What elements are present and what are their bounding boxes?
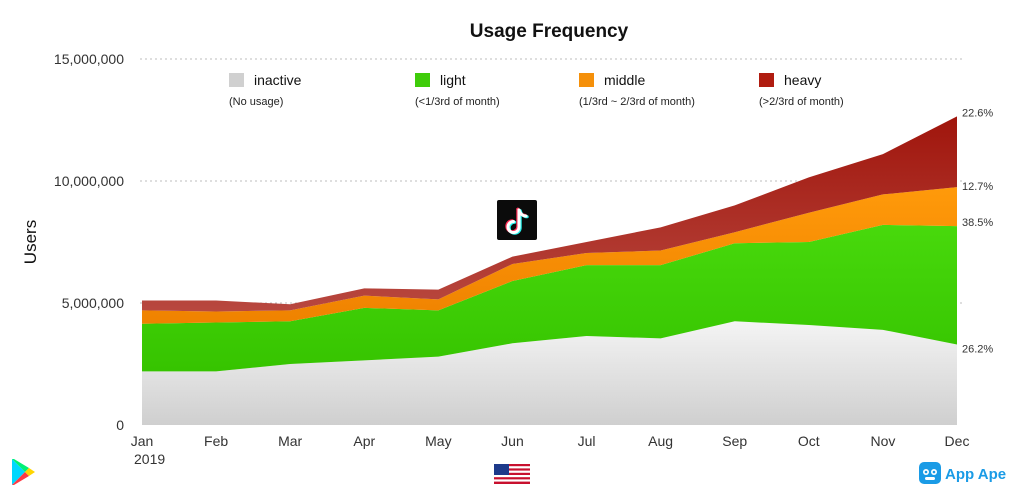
x-tick-label: Sep <box>722 433 747 449</box>
x-tick-label: Jun <box>501 433 524 449</box>
area-layers <box>142 116 957 425</box>
end-label-heavy: 22.6% <box>962 107 993 119</box>
x-tick-label: Aug <box>648 433 673 449</box>
end-label-inactive: 26.2% <box>962 343 993 355</box>
x-tick-label: Feb <box>204 433 228 449</box>
x-tick-label: May <box>425 433 451 449</box>
legend-label-heavy: heavy <box>784 72 821 88</box>
x-tick-label: Nov <box>870 433 895 449</box>
legend-note-middle: (1/3rd ~ 2/3rd of month) <box>579 96 695 108</box>
y-axis-ticks: 0 5,000,000 10,000,000 15,000,000 <box>54 51 124 433</box>
y-axis-label: Users <box>21 220 40 264</box>
us-flag-icon <box>494 464 530 484</box>
x-tick-label: Jan <box>131 433 154 449</box>
x-tick-label: Dec <box>945 433 970 449</box>
end-labels: 22.6% 12.7% 38.5% 26.2% <box>962 107 993 355</box>
end-label-light: 38.5% <box>962 217 993 229</box>
tiktok-icon <box>497 200 537 240</box>
legend-label-middle: middle <box>604 72 645 88</box>
legend-label-light: light <box>440 72 466 88</box>
legend-note-light: (<1/3rd of month) <box>415 96 500 108</box>
x-tick-label: Mar <box>278 433 302 449</box>
app-ape-logo-text: App Ape <box>945 466 1006 483</box>
x-tick-label: Apr <box>353 433 375 449</box>
legend-swatch-inactive <box>229 73 244 87</box>
legend-note-heavy: (>2/3rd of month) <box>759 96 844 108</box>
area-inactive <box>142 321 957 425</box>
area-middle <box>142 187 957 324</box>
y-tick-label: 15,000,000 <box>54 51 124 67</box>
app-ape-icon <box>919 462 941 484</box>
legend: inactive (No usage) light (<1/3rd of month)… <box>229 72 844 108</box>
x-tick-label: Oct <box>798 433 820 449</box>
end-label-middle: 12.7% <box>962 181 993 193</box>
legend-swatch-heavy <box>759 73 774 87</box>
x-axis-ticks: Jan Feb Mar Apr May Jun Jul Aug Sep Oct Nov Dec <box>131 433 970 449</box>
x-axis-year: 2019 <box>134 451 165 467</box>
area-light <box>142 224 957 372</box>
y-tick-label: 0 <box>116 417 124 433</box>
app-ape-logo: App Ape <box>919 462 1006 484</box>
x-tick-label: Jul <box>578 433 596 449</box>
chart-title: Usage Frequency <box>470 21 629 42</box>
google-play-icon <box>12 459 35 485</box>
legend-note-inactive: (No usage) <box>229 96 283 108</box>
legend-label-inactive: inactive <box>254 72 302 88</box>
legend-swatch-light <box>415 73 430 87</box>
area-heavy <box>142 116 957 312</box>
y-tick-label: 10,000,000 <box>54 173 124 189</box>
y-tick-label: 5,000,000 <box>62 295 124 311</box>
legend-swatch-middle <box>579 73 594 87</box>
